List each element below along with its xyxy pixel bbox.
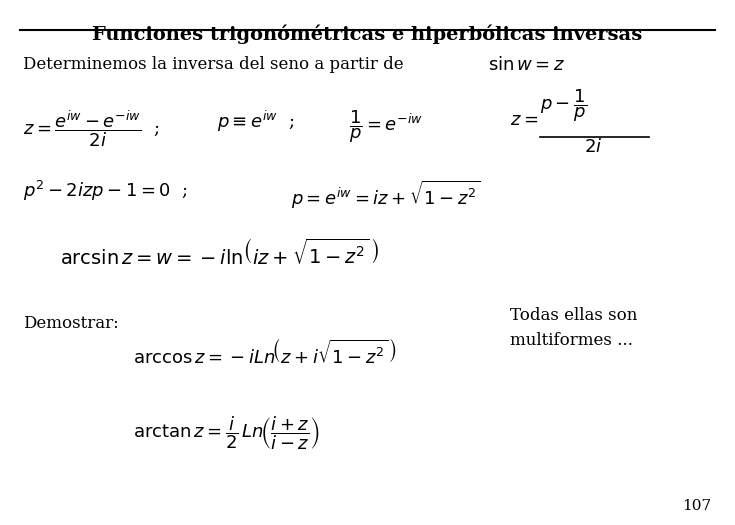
Text: Funciones trigonómétricas e hiperbólicas inversas: Funciones trigonómétricas e hiperbólicas… (93, 25, 642, 45)
Text: $p \equiv e^{iw}$  ;: $p \equiv e^{iw}$ ; (218, 109, 295, 134)
Text: $p = e^{iw} = iz + \sqrt{1-z^2}$: $p = e^{iw} = iz + \sqrt{1-z^2}$ (290, 179, 480, 211)
Text: $\arcsin z = w = -i\ln\!\left(iz + \sqrt{1-z^2}\,\right)$: $\arcsin z = w = -i\ln\!\left(iz + \sqrt… (60, 239, 379, 269)
Text: $\sin w = z$: $\sin w = z$ (488, 56, 566, 74)
Text: $\dfrac{1}{p} = e^{-iw}$: $\dfrac{1}{p} = e^{-iw}$ (349, 109, 423, 145)
Text: $\arctan z = \dfrac{i}{2}\, Ln\!\left(\dfrac{i+z}{i-z}\right)$: $\arctan z = \dfrac{i}{2}\, Ln\!\left(\d… (133, 414, 320, 452)
Text: $p - \dfrac{1}{p}$: $p - \dfrac{1}{p}$ (539, 88, 587, 124)
Text: Todas ellas son
multiformes ...: Todas ellas son multiformes ... (510, 307, 638, 349)
Text: $\arccos z = -iLn\!\left(z + i\sqrt{1-z^2}\,\right)$: $\arccos z = -iLn\!\left(z + i\sqrt{1-z^… (133, 338, 398, 368)
Text: 107: 107 (683, 499, 711, 513)
Text: Demostrar:: Demostrar: (24, 314, 119, 332)
Text: $p^2 - 2izp - 1 = 0$  ;: $p^2 - 2izp - 1 = 0$ ; (24, 179, 188, 203)
Text: $2i$: $2i$ (584, 138, 602, 156)
Text: Determinemos la inversa del seno a partir de: Determinemos la inversa del seno a parti… (24, 56, 404, 73)
Text: $z = \dfrac{e^{iw}-e^{-iw}}{2i}$  ;: $z = \dfrac{e^{iw}-e^{-iw}}{2i}$ ; (24, 109, 160, 149)
Text: $z =$: $z =$ (510, 111, 539, 129)
